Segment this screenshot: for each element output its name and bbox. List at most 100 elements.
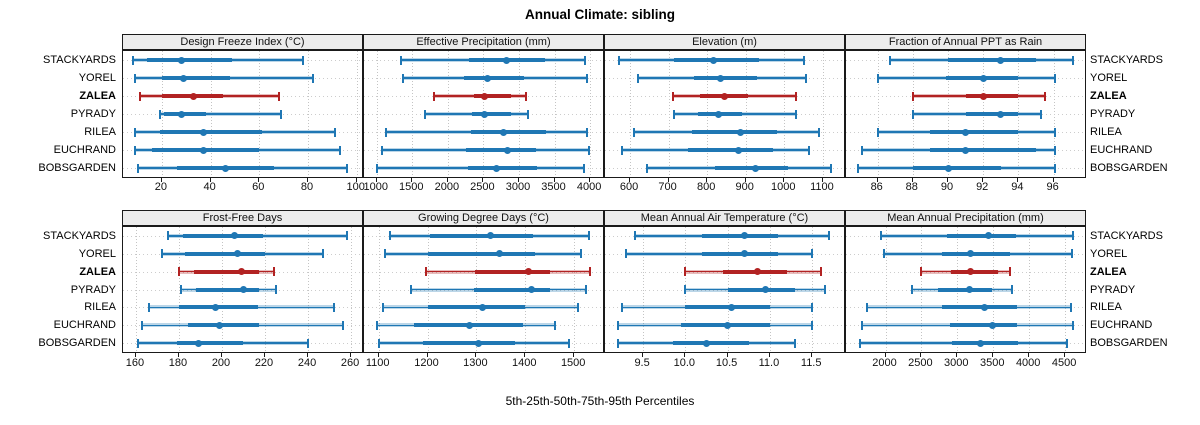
site-label-right-yorel: YOREL bbox=[1090, 72, 1128, 84]
median-dot bbox=[504, 146, 512, 154]
whisker-cap-p95 bbox=[577, 302, 580, 312]
median-dot bbox=[199, 128, 207, 136]
median-dot bbox=[479, 303, 487, 311]
axis-tick bbox=[446, 178, 448, 182]
whisker-cap-p95 bbox=[587, 231, 590, 241]
whisker-cap-p5 bbox=[616, 320, 619, 330]
axis-tick-label: 100 bbox=[346, 181, 365, 193]
whisker-cap-p5 bbox=[378, 338, 381, 348]
interval-25-75 bbox=[472, 112, 512, 116]
whisker-cap-p5 bbox=[402, 73, 405, 83]
interval-25-75 bbox=[430, 233, 533, 238]
whisker-cap-p5 bbox=[385, 127, 387, 137]
whisker-cap-p95 bbox=[332, 302, 335, 312]
whisker-cap-p5 bbox=[625, 249, 628, 259]
interval-25-75 bbox=[693, 76, 758, 80]
median-dot bbox=[979, 92, 987, 100]
whisker-cap-p5 bbox=[380, 145, 383, 155]
axis-tick bbox=[524, 353, 526, 357]
median-dot bbox=[212, 303, 219, 311]
whisker-cap-p95 bbox=[586, 73, 589, 83]
percentiles-axis-caption: 5th-25th-50th-75th-95th Percentiles bbox=[505, 394, 695, 408]
interval-25-75 bbox=[702, 251, 779, 256]
axis-tick-label: 4500 bbox=[1051, 357, 1077, 369]
interval-25-75 bbox=[194, 269, 259, 274]
median-dot bbox=[753, 268, 761, 276]
interval-25-75 bbox=[196, 287, 259, 292]
axis-tick-label: 2000 bbox=[434, 181, 460, 193]
median-dot bbox=[977, 339, 985, 347]
interval-25-75 bbox=[950, 269, 999, 274]
interval-25-75 bbox=[702, 233, 779, 238]
whisker-cap-p95 bbox=[811, 320, 814, 330]
site-label-right-pyrady: PYRADY bbox=[1090, 108, 1136, 120]
median-dot bbox=[962, 146, 970, 154]
whisker-cap-p5 bbox=[424, 267, 427, 277]
axis-tick bbox=[1064, 353, 1066, 357]
whisker-cap-p5 bbox=[673, 109, 676, 119]
axis-tick-label: 86 bbox=[870, 181, 883, 193]
panel-body bbox=[845, 50, 1086, 178]
whisker-cap-p95 bbox=[794, 109, 797, 119]
median-dot bbox=[492, 164, 500, 172]
axis-tick bbox=[992, 353, 994, 357]
site-label-right-rilea: RILEA bbox=[1090, 126, 1122, 138]
median-dot bbox=[499, 128, 507, 136]
whisker-cap-p5 bbox=[859, 338, 861, 348]
median-dot bbox=[997, 56, 1005, 64]
panel-header: Elevation (m) bbox=[604, 34, 845, 50]
interval-25-75 bbox=[428, 305, 526, 310]
axis-tick-label: 1200 bbox=[414, 357, 439, 369]
site-label-left-pyrady: PYRADY bbox=[70, 108, 116, 120]
axis-tick-label: 1000 bbox=[363, 181, 389, 193]
median-dot bbox=[480, 110, 488, 118]
whisker-cap-p5 bbox=[911, 285, 914, 294]
median-dot bbox=[527, 286, 535, 293]
whisker-cap-p5 bbox=[400, 55, 402, 65]
interval-25-75 bbox=[187, 323, 259, 328]
site-label-right-zalea: ZALEA bbox=[1090, 90, 1127, 102]
whisker-cap-p5 bbox=[857, 163, 860, 173]
axis-tick bbox=[553, 178, 555, 182]
site-label-left-stackyards: STACKYARDS bbox=[43, 54, 116, 66]
panel-body bbox=[363, 50, 604, 178]
whisker-cap-p5 bbox=[865, 302, 868, 312]
median-dot bbox=[734, 146, 742, 154]
axis-tick bbox=[350, 353, 352, 357]
panel-body bbox=[604, 50, 845, 178]
interval-25-75 bbox=[185, 251, 265, 256]
axis-tick bbox=[947, 178, 948, 182]
interval-25-75 bbox=[467, 166, 537, 170]
whisker-cap-p95 bbox=[1071, 55, 1074, 65]
site-label-right-bobsgarden: BOBSGARDEN bbox=[1090, 337, 1168, 350]
whisker-cap-p95 bbox=[585, 127, 588, 137]
whisker-cap-p95 bbox=[322, 249, 325, 259]
whisker-cap-p95 bbox=[1010, 285, 1013, 294]
whisker-cap-p5 bbox=[139, 91, 141, 101]
median-dot bbox=[474, 339, 482, 347]
whisker-cap-p5 bbox=[876, 127, 879, 137]
axis-tick bbox=[355, 178, 357, 182]
whisker-cap-p95 bbox=[808, 145, 811, 155]
interval-25-75 bbox=[147, 58, 233, 62]
whisker-cap-p95 bbox=[588, 145, 591, 155]
whisker-cap-p95 bbox=[554, 320, 557, 330]
axis-tick-label: 90 bbox=[940, 181, 954, 193]
whisker-cap-p5 bbox=[620, 302, 623, 312]
whisker-cap-p5 bbox=[160, 249, 163, 259]
whisker-cap-p95 bbox=[584, 285, 587, 294]
median-dot bbox=[966, 268, 974, 276]
whisker-cap-p95 bbox=[338, 145, 341, 155]
interval-25-75 bbox=[727, 287, 796, 292]
axis-tick bbox=[629, 178, 631, 182]
whisker-cap-p95 bbox=[829, 163, 832, 173]
axis-tick-label: 4000 bbox=[1015, 357, 1041, 369]
median-dot bbox=[962, 128, 970, 136]
whisker-cap-p95 bbox=[1040, 109, 1043, 119]
interval-25-75 bbox=[942, 251, 1010, 256]
median-dot bbox=[979, 74, 987, 82]
axis-tick bbox=[221, 353, 222, 357]
whisker-cap-p5 bbox=[671, 91, 674, 101]
axis-tick-label: 80 bbox=[300, 181, 314, 193]
axis-tick-label: 200 bbox=[211, 357, 231, 369]
